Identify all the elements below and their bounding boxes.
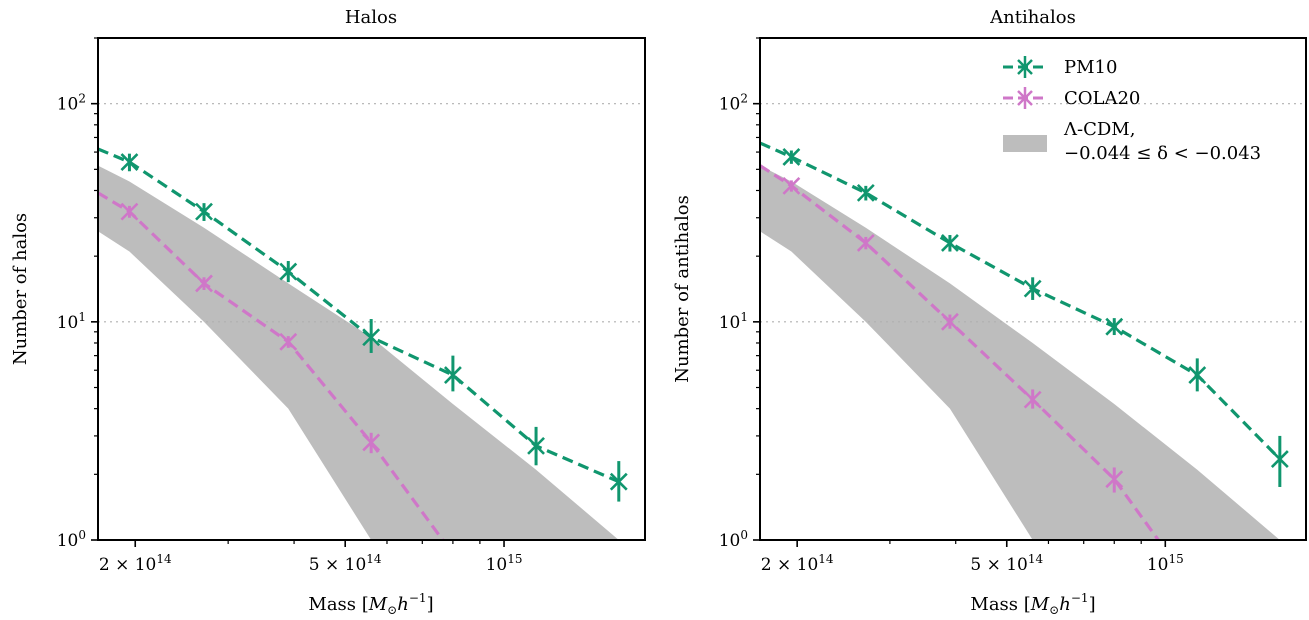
legend-entry-pm10: PM10 [1003,56,1117,78]
antihalos-cola20-point-2 [941,312,959,331]
legend-cola20-marker [1017,87,1033,109]
legend-lcdm-patch [1003,135,1047,152]
halos-y-tick-label-0: 100 [57,528,86,551]
antihalos-y-tick-label-0: 100 [719,528,748,551]
antihalos-pm10-point-3 [1023,277,1042,300]
legend-entry-cola20: COLA20 [1003,87,1140,109]
antihalos-x-tick-label-1: 5 × 1014 [970,552,1043,575]
halos-x-tick-label-2: 1015 [486,552,523,575]
antihalos-pm10-point-0 [782,148,801,166]
legend-lcdm-label-line1: Λ-CDM, [1063,119,1135,140]
halos-panel: 2 × 1014 5 × 1014 1015 100 101 102 Halos Mass… [10,7,646,617]
legend: PM10 COLA20 Λ-CDM, −0.044 ≤ δ < −0.043 [1003,56,1261,164]
halos-pm10-point-2 [279,261,298,283]
halos-pm10-point-4 [443,355,462,392]
halos-x-tick-label-1: 5 × 1014 [309,552,382,575]
halos-pm10-point-0 [120,153,139,172]
halos-plot-frame [97,37,646,541]
antihalos-plot-frame [759,37,1307,541]
halos-cola20-point-0 [120,202,139,221]
antihalos-cola20-point-3 [1023,389,1042,409]
legend-pm10-marker [1017,56,1033,78]
halos-cola20-point-3 [362,432,381,454]
antihalos-cola20-point-1 [856,234,875,252]
halos-pm10-line [98,147,620,484]
antihalos-pm10-point-1 [856,183,875,202]
halos-pm10-point-5 [527,426,545,466]
halos-x-axis-label: Mass [M⊙h−1] [308,591,433,617]
antihalos-pm10-point-5 [1188,358,1207,392]
antihalos-cola20-point-4 [1105,467,1124,493]
halos-cola20-line [98,191,444,540]
antihalos-pm10-line [760,141,1281,461]
halos-lcdm-band [98,165,619,540]
antihalos-y-tick-label-2: 102 [719,92,748,115]
antihalos-x-tick-label-2: 1015 [1147,552,1184,575]
antihalos-pm10-point-4 [1105,317,1124,336]
halos-x-tick-label-0: 2 × 1014 [99,552,172,575]
antihalos-cola20-point-0 [782,176,801,195]
halos-y-axis-label: Number of halos [10,213,31,365]
antihalos-pm10-point-2 [941,234,959,252]
halos-pm10-point-1 [195,202,213,221]
halos-y-tick-label-1: 101 [57,310,86,333]
antihalos-x-axis-label: Mass [M⊙h−1] [970,591,1095,617]
legend-lcdm-label-line2: −0.044 ≤ δ < −0.043 [1064,143,1261,164]
antihalos-y-axis-label: Number of antihalos [672,195,693,383]
legend-entry-lcdm: Λ-CDM, −0.044 ≤ δ < −0.043 [1003,119,1261,164]
antihalos-y-tick-label-1: 101 [719,310,748,333]
halos-pm10-point-3 [362,319,381,353]
antihalos-lcdm-band [760,165,1280,540]
halos-cola20-point-2 [279,332,298,351]
halos-y-tick-label-2: 102 [57,92,86,115]
legend-cola20-label: COLA20 [1064,88,1140,109]
antihalos-title: Antihalos [989,7,1076,28]
halos-title: Halos [345,7,397,28]
halos-cola20-point-1 [195,274,213,293]
halos-pm10-point-6 [609,461,628,502]
antihalos-pm10-point-6 [1270,435,1289,487]
antihalos-x-tick-label-0: 2 × 1014 [761,552,834,575]
legend-pm10-label: PM10 [1064,57,1117,78]
